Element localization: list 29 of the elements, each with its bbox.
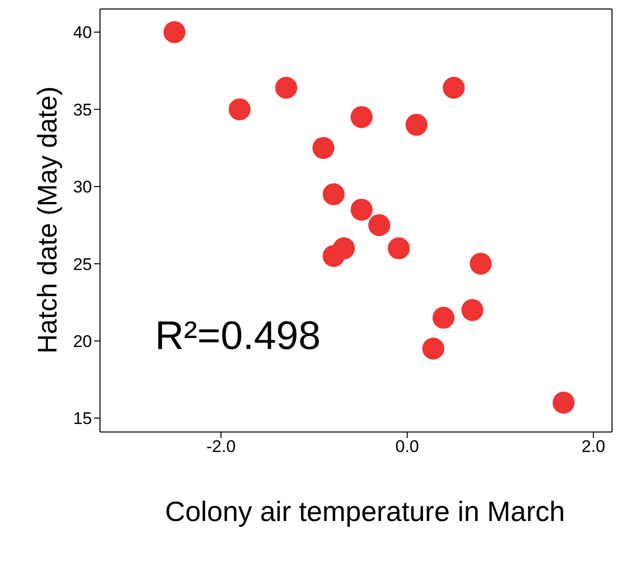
point: [422, 338, 444, 360]
point: [228, 98, 251, 120]
y-tick-label: 30: [73, 178, 92, 197]
point: [461, 299, 484, 322]
point: [350, 198, 373, 221]
point: [388, 237, 410, 260]
point: [163, 21, 186, 44]
point: [368, 214, 390, 236]
x-tick-label: -2.0: [206, 437, 236, 456]
x-tick-label: 2.0: [582, 437, 606, 456]
y-tick-label: 40: [73, 23, 92, 42]
y-axis-title: Hatch date (May date): [32, 86, 64, 354]
point: [322, 183, 345, 206]
point: [470, 252, 492, 275]
y-tick-label: 35: [73, 100, 92, 120]
point: [442, 76, 465, 99]
y-tick-label: 25: [73, 254, 92, 274]
point: [312, 136, 334, 159]
y-tick-label: 15: [73, 409, 92, 428]
x-tick-label: 0.0: [395, 437, 420, 456]
y-tick-label: 20: [73, 332, 92, 351]
point: [432, 306, 455, 329]
annotation: R²=0.498: [155, 314, 321, 359]
point: [275, 76, 298, 99]
point: [322, 245, 345, 268]
point: [552, 392, 575, 414]
point: [350, 106, 373, 128]
point: [406, 114, 428, 136]
x-axis-title: Colony air temperature in March: [164, 496, 566, 528]
